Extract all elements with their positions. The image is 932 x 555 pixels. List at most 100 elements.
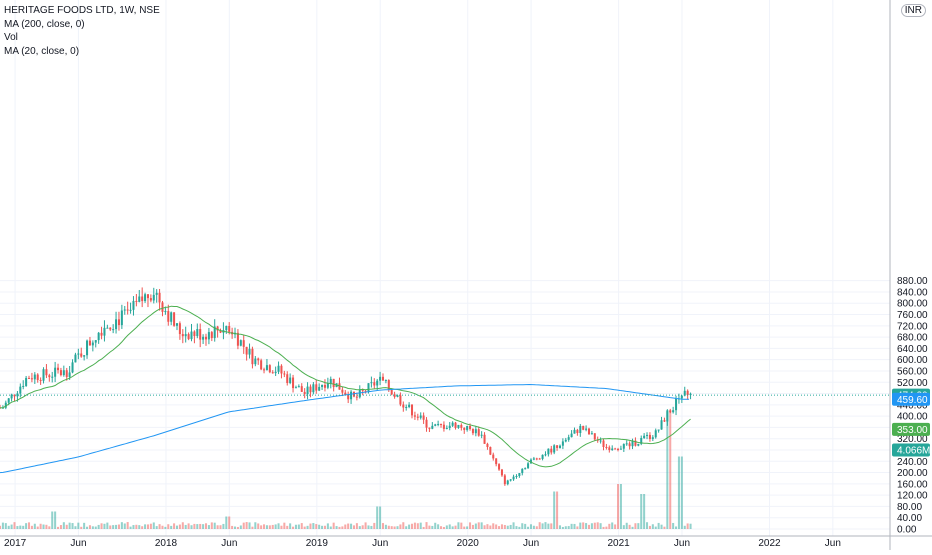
volume-bar <box>358 526 361 529</box>
volume-bar <box>347 523 350 529</box>
x-tick-label: 2021 <box>607 538 630 549</box>
volume-bar <box>280 525 283 529</box>
volume-bar <box>413 522 416 529</box>
volume-bar <box>219 525 222 529</box>
volume-bar <box>231 525 234 529</box>
candle-body <box>347 394 350 400</box>
volume-bar <box>689 523 692 529</box>
volume-bar <box>106 522 109 529</box>
candle-body <box>326 383 329 388</box>
candle-body <box>48 375 51 378</box>
volume-bar <box>643 494 646 529</box>
volume-bar <box>132 525 135 529</box>
volume-bar <box>344 524 347 529</box>
candle-body <box>553 445 556 453</box>
volume-bar <box>596 522 599 529</box>
candle-body <box>193 331 196 337</box>
volume-value-label: 4.066M <box>897 446 930 457</box>
volume-bar <box>373 522 376 529</box>
candle-body <box>622 444 625 449</box>
candle-body <box>399 395 402 405</box>
candle-body <box>663 420 666 422</box>
volume-bar <box>558 525 562 529</box>
volume-bar <box>637 523 640 529</box>
volume-bar <box>187 523 190 529</box>
volume-bar <box>399 524 402 529</box>
candle-body <box>129 309 132 311</box>
candle-body <box>228 326 231 332</box>
candle-body <box>457 424 460 428</box>
candle-body <box>155 292 158 295</box>
candle-body <box>529 459 532 464</box>
volume-bar <box>254 522 257 529</box>
volume-bar <box>265 525 268 529</box>
candle-body <box>184 334 187 337</box>
candle-body <box>434 424 437 426</box>
candle-body <box>619 448 622 450</box>
candle-body <box>689 393 692 396</box>
x-tick-label: 2020 <box>457 538 480 549</box>
x-tick-label: 2018 <box>155 538 178 549</box>
volume-bar <box>199 523 202 529</box>
x-tick-label: Jun <box>825 538 841 549</box>
candle-body <box>280 365 283 374</box>
volume-bar <box>605 526 608 529</box>
volume-bar <box>515 526 518 529</box>
candle-body <box>587 428 591 435</box>
volume-bar <box>541 523 544 529</box>
ma200-value-label-bg <box>892 392 930 406</box>
candle-body <box>1 407 4 409</box>
candle-body <box>367 383 370 392</box>
volume-bar <box>300 523 303 529</box>
candle-body <box>265 365 268 371</box>
volume-bar <box>91 526 94 529</box>
candle-body <box>576 429 579 434</box>
candle-body <box>370 382 373 384</box>
candle-body <box>25 377 28 386</box>
volume-bar <box>97 524 100 529</box>
candle-body <box>39 379 42 381</box>
volume-bar <box>234 526 237 529</box>
volume-bar <box>361 525 364 529</box>
candle-body <box>77 353 80 355</box>
volume-bar <box>532 525 535 529</box>
candle-body <box>605 446 608 448</box>
volume-bar <box>103 523 106 529</box>
candle-body <box>196 329 199 337</box>
volume-bar <box>22 525 25 529</box>
candle-body <box>451 422 454 426</box>
volume-value-label-bg <box>892 443 930 457</box>
volume-bar <box>428 525 431 529</box>
volume-bar <box>86 526 89 529</box>
symbol-title: HERITAGE FOODS LTD, 1W, NSE <box>4 5 160 16</box>
volume-bar <box>518 526 521 529</box>
volume-bar <box>486 524 489 529</box>
candle-body <box>65 370 68 377</box>
candle-body <box>680 395 683 399</box>
candle-body <box>225 326 228 331</box>
volume-bar <box>141 526 144 529</box>
candle-body <box>422 415 425 420</box>
volume-bar <box>425 522 428 529</box>
candle-body <box>454 422 457 428</box>
candle-body <box>19 386 22 394</box>
volume-bar <box>158 524 161 529</box>
candle-body <box>640 438 643 444</box>
candle-body <box>248 348 251 355</box>
volume-bar <box>474 523 477 529</box>
candle-body <box>268 365 271 373</box>
candle-body <box>495 458 498 465</box>
volume-bar <box>309 523 312 529</box>
volume-bar <box>51 511 54 529</box>
currency-badge[interactable]: INR <box>900 4 926 17</box>
candle-body <box>634 440 637 446</box>
candle-body <box>42 369 45 381</box>
candle-body <box>86 340 89 356</box>
candle-body <box>425 419 428 428</box>
volume-bar <box>59 525 62 529</box>
candle-body <box>45 369 48 376</box>
candle-body <box>582 425 585 430</box>
candle-body <box>445 427 448 429</box>
